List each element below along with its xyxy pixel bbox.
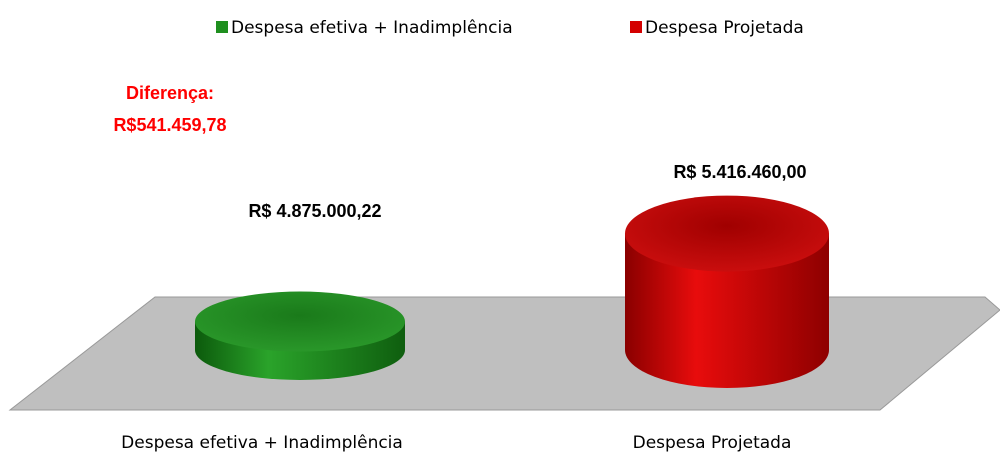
floor	[8, 296, 1000, 411]
cylinder-side	[625, 233, 829, 388]
x-tick-label: Despesa Projetada	[633, 433, 792, 453]
cylinder	[625, 195, 829, 388]
value-label: R$ 5.416.460,00	[673, 162, 806, 182]
bars	[195, 195, 829, 388]
x-tick-label: Despesa efetiva + Inadimplência	[121, 433, 403, 453]
cylinder-top	[195, 291, 405, 352]
legend-swatch	[216, 21, 228, 33]
cylinder-top	[625, 195, 829, 272]
annotation: Diferença:	[126, 83, 214, 103]
value-label: R$ 4.875.000,22	[248, 201, 381, 221]
legend-swatch	[630, 21, 642, 33]
annotation: R$541.459,78	[113, 115, 226, 135]
legend-label: Despesa Projetada	[645, 18, 804, 38]
cylinder	[195, 291, 405, 380]
legend-label: Despesa efetiva + Inadimplência	[231, 18, 513, 38]
